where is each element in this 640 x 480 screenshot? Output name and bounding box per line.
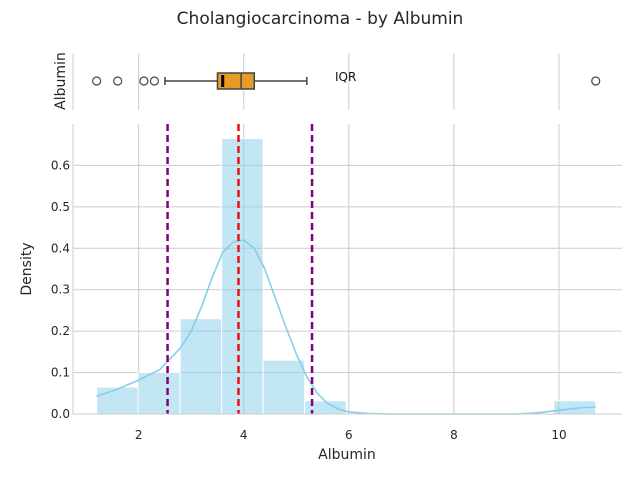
boxplot-ylabel: Albumin xyxy=(53,52,69,110)
histogram-grid xyxy=(73,124,622,415)
histogram-bar xyxy=(96,386,139,415)
boxplot-panel: IQR Albumin xyxy=(53,52,601,110)
reference-lines xyxy=(166,124,314,414)
histogram-bar xyxy=(137,372,181,415)
x-tick-label: 10 xyxy=(551,428,566,442)
x-tick-label: 2 xyxy=(135,428,143,442)
iqr-box xyxy=(216,72,255,90)
x-tick-labels: 2 4 6 8 10 xyxy=(135,428,567,442)
x-tick-label: 4 xyxy=(240,428,248,442)
outlier-point xyxy=(92,76,102,86)
outlier-point xyxy=(113,76,123,86)
histogram-ylabel: Density xyxy=(19,242,35,295)
boxplot-grid xyxy=(72,53,560,110)
boxplot-marks xyxy=(92,72,601,90)
y-tick-label: 0.4 xyxy=(51,241,70,255)
histogram-bar xyxy=(262,359,306,415)
histogram-panel: 2 4 6 8 10 0.0 0.1 0.2 0.3 0.4 0.5 0.6 Albumin Den… xyxy=(19,124,622,463)
histogram-bar xyxy=(221,138,264,415)
y-tick-label: 0.5 xyxy=(51,200,70,214)
outlier-point xyxy=(591,76,601,86)
chart-title: Cholangiocarcinoma - by Albumin xyxy=(177,9,464,29)
histogram-bars xyxy=(96,138,597,415)
iqr-annotation: IQR xyxy=(335,70,356,84)
y-tick-labels: 0.0 0.1 0.2 0.3 0.4 0.5 0.6 xyxy=(51,158,70,421)
x-tick-label: 8 xyxy=(450,428,458,442)
outlier-point xyxy=(139,76,149,86)
y-tick-label: 0.2 xyxy=(51,324,70,338)
histogram-xlabel: Albumin xyxy=(318,447,376,463)
y-tick-label: 0.1 xyxy=(51,366,70,380)
x-tick-label: 6 xyxy=(345,428,353,442)
outlier-point xyxy=(149,76,160,86)
histogram-bar xyxy=(179,318,223,415)
y-tick-label: 0.0 xyxy=(51,407,70,421)
y-tick-label: 0.3 xyxy=(51,283,70,297)
y-tick-label: 0.6 xyxy=(51,158,70,172)
